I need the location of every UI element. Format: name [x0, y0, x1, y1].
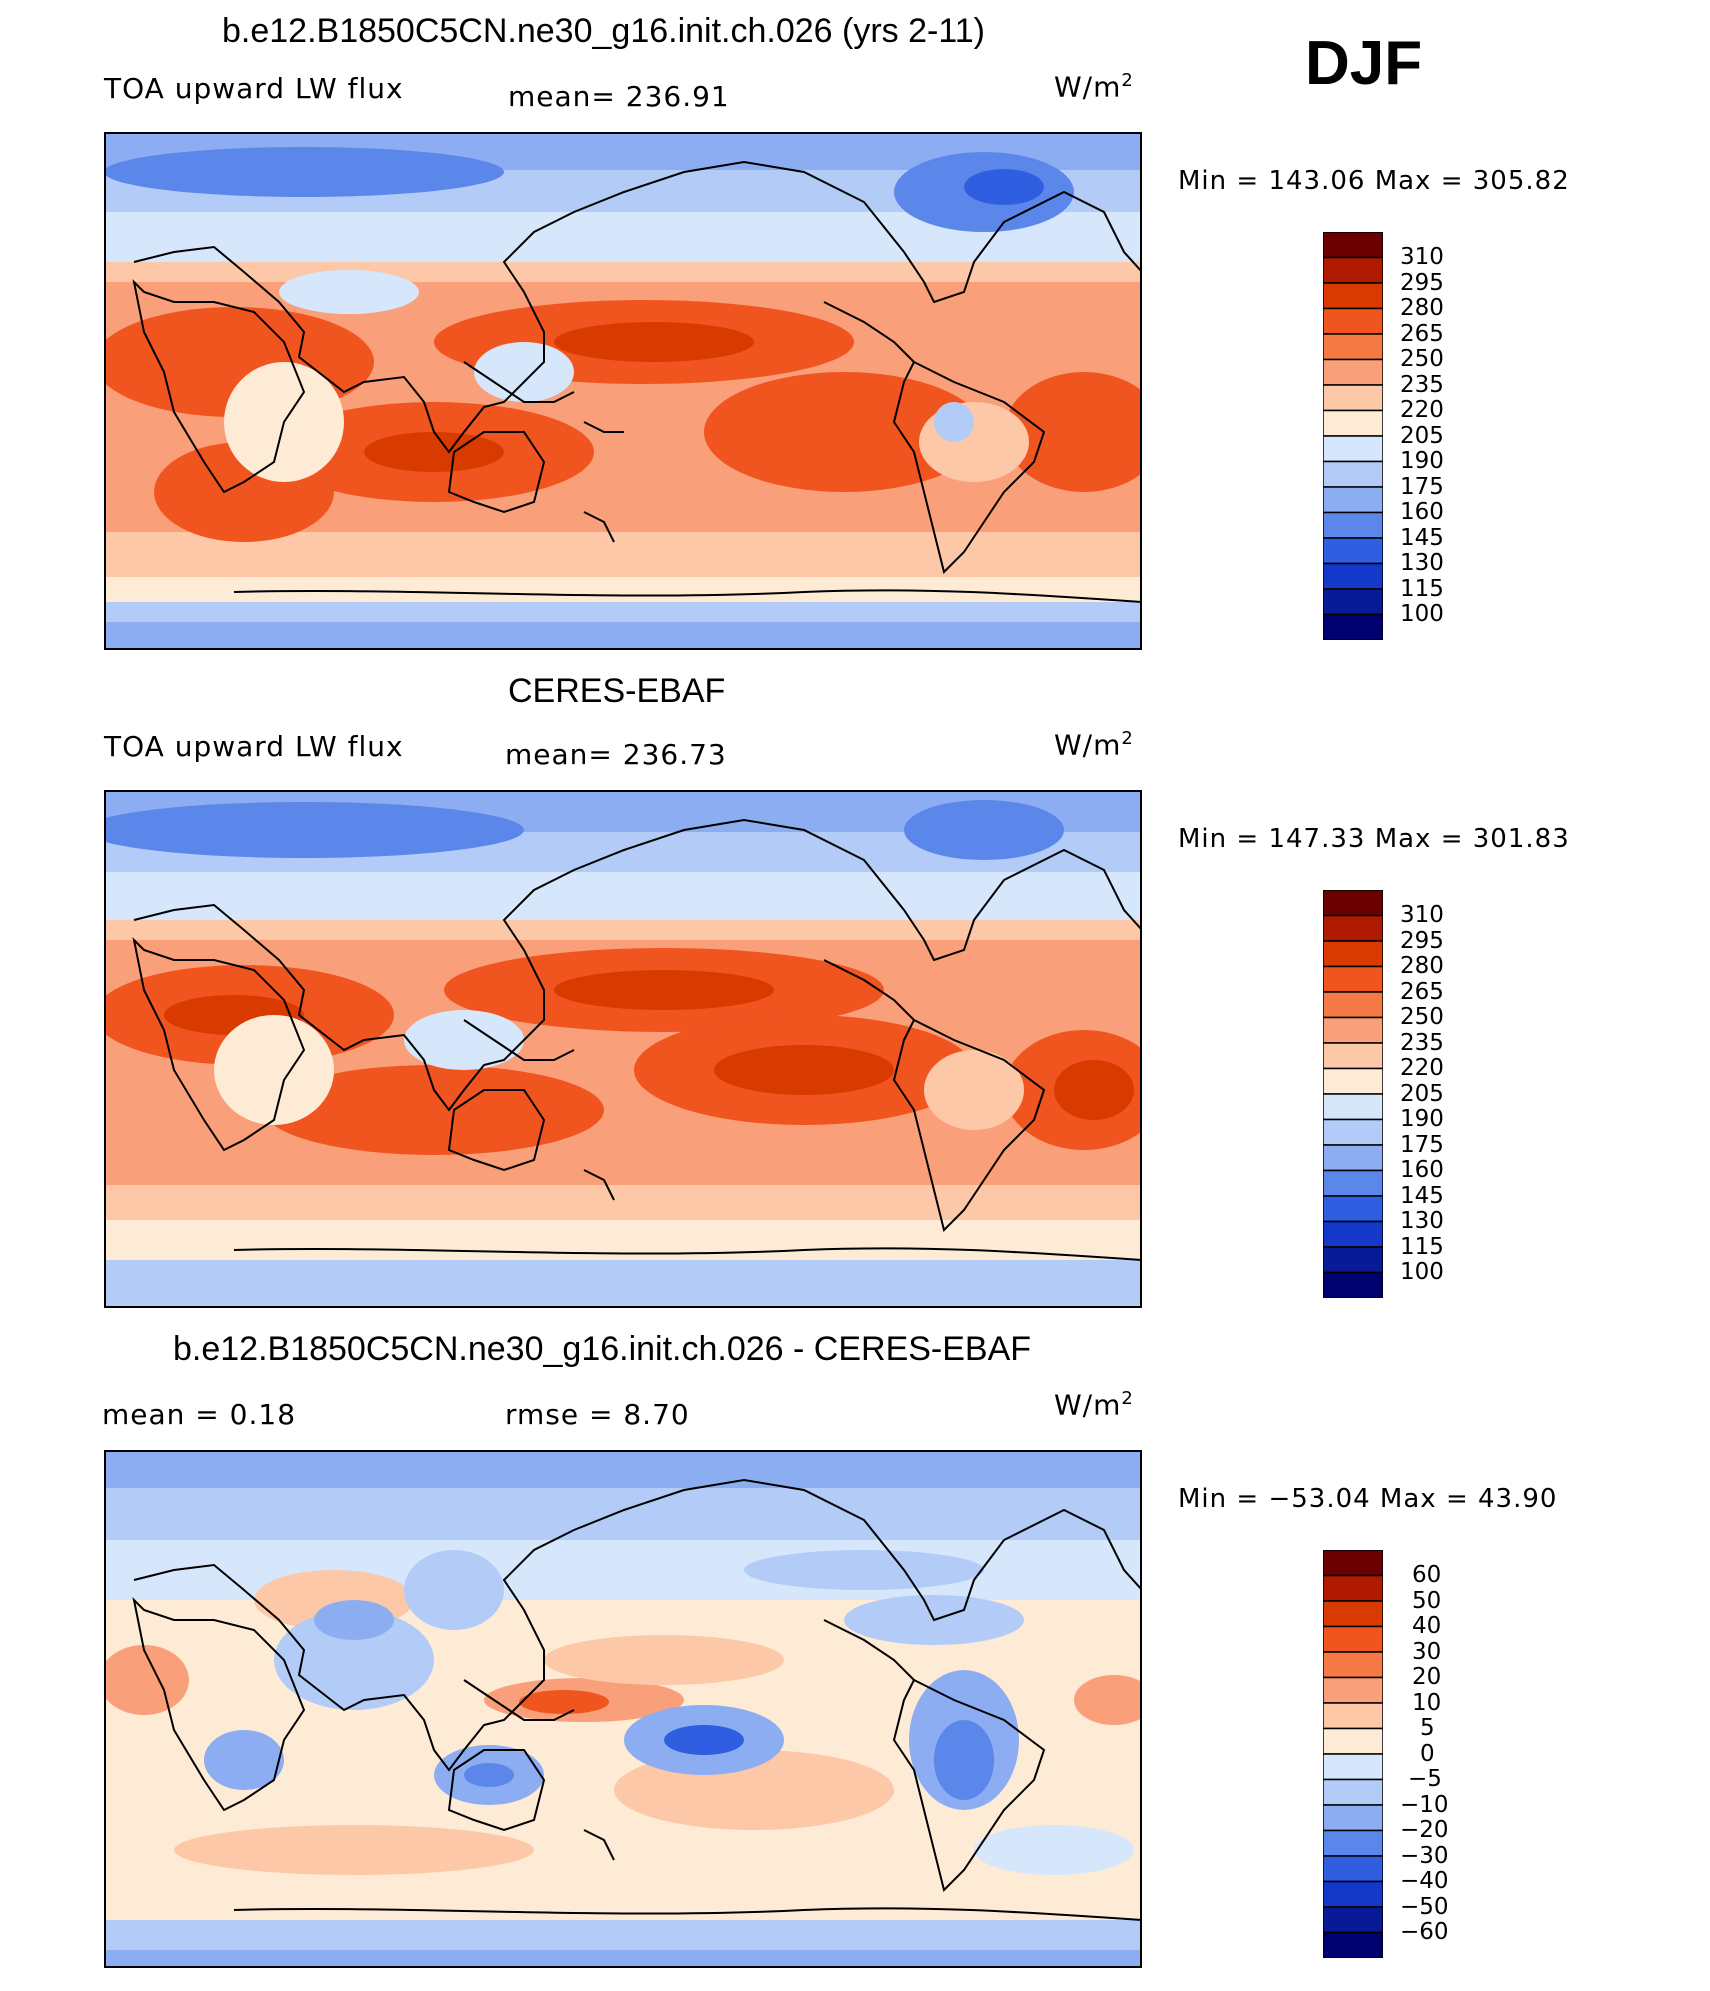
panel2-cbar-label: 250: [1400, 1004, 1444, 1030]
panel1-cbar-label: 160: [1400, 499, 1444, 525]
panel3-cbar-label: −5: [1408, 1766, 1442, 1792]
panel1-map: [104, 132, 1142, 650]
panel2-units: W/m2: [1054, 728, 1134, 762]
panel1-cbar-label: 130: [1400, 550, 1444, 576]
panel2-cbar-label: 160: [1400, 1157, 1444, 1183]
panel1-cbar-label: 310: [1400, 244, 1444, 270]
panel3-mean: mean = 0.18: [102, 1398, 297, 1431]
panel3-cbar-label: 30: [1412, 1639, 1442, 1665]
panel2-cbar-label: 115: [1400, 1234, 1444, 1260]
panel2-cbar-label: 280: [1400, 953, 1444, 979]
panel1-mean: mean= 236.91: [508, 80, 730, 113]
panel3-map: [104, 1450, 1142, 1968]
panel3-cbar-label: 10: [1412, 1690, 1442, 1716]
panel3-cbar-label: 5: [1420, 1715, 1435, 1741]
panel1-cbar-label: 235: [1400, 372, 1444, 398]
panel2-cbar-label: 235: [1400, 1030, 1444, 1056]
panel2-cbar-label: 205: [1400, 1081, 1444, 1107]
panel1-minmax: Min = 143.06 Max = 305.82: [1178, 166, 1570, 196]
panel3-cbar-label: 50: [1412, 1588, 1442, 1614]
panel1-variable: TOA upward LW flux: [104, 72, 404, 105]
panel1-cbar-label: 250: [1400, 346, 1444, 372]
panel3-cbar-label: 40: [1412, 1613, 1442, 1639]
panel2-minmax: Min = 147.33 Max = 301.83: [1178, 824, 1570, 854]
panel3-cbar-label: −20: [1400, 1817, 1449, 1843]
panel1-cbar-label: 265: [1400, 321, 1444, 347]
panel2-title: CERES-EBAF: [508, 672, 726, 710]
panel3-cbar-label: −30: [1400, 1843, 1449, 1869]
panel2-cbar-label: 265: [1400, 979, 1444, 1005]
panel2-colorbar: [1323, 890, 1383, 1298]
panel3-cbar-label: −40: [1400, 1868, 1449, 1894]
panel1-colorbar: [1323, 232, 1383, 640]
panel1-cbar-label: 220: [1400, 397, 1444, 423]
panel2-cbar-label: 175: [1400, 1132, 1444, 1158]
panel2-cbar-label: 310: [1400, 902, 1444, 928]
panel3-cbar-label: 0: [1420, 1741, 1435, 1767]
panel3-cbar-label: 60: [1412, 1562, 1442, 1588]
panel3-cbar-label: −10: [1400, 1792, 1449, 1818]
panel2-cbar-label: 130: [1400, 1208, 1444, 1234]
panel1-cbar-label: 190: [1400, 448, 1444, 474]
panel3-colorbar: [1323, 1550, 1383, 1958]
panel2-cbar-label: 220: [1400, 1055, 1444, 1081]
panel1-cbar-label: 280: [1400, 295, 1444, 321]
panel1-cbar-label: 295: [1400, 270, 1444, 296]
panel2-cbar-label: 190: [1400, 1106, 1444, 1132]
panel1-units: W/m2: [1054, 70, 1134, 104]
panel1-cbar-label: 205: [1400, 423, 1444, 449]
panel1-cbar-label: 145: [1400, 525, 1444, 551]
panel2-map: [104, 790, 1142, 1308]
panel3-title: b.e12.B1850C5CN.ne30_g16.init.ch.026 - C…: [173, 1330, 1032, 1368]
panel1-title: b.e12.B1850C5CN.ne30_g16.init.ch.026 (yr…: [222, 12, 985, 50]
panel2-variable: TOA upward LW flux: [104, 730, 404, 763]
panel2-cbar-label: 145: [1400, 1183, 1444, 1209]
panel3-units: W/m2: [1054, 1388, 1134, 1422]
panel1-cbar-label: 100: [1400, 601, 1444, 627]
panel3-cbar-label: −50: [1400, 1894, 1449, 1920]
panel1-cbar-label: 115: [1400, 576, 1444, 602]
panel3-cbar-label: 20: [1412, 1664, 1442, 1690]
panel2-cbar-label: 100: [1400, 1259, 1444, 1285]
panel2-cbar-label: 295: [1400, 928, 1444, 954]
panel2-mean: mean= 236.73: [505, 738, 727, 771]
panel3-minmax: Min = −53.04 Max = 43.90: [1178, 1484, 1558, 1514]
season-label: DJF: [1305, 29, 1423, 98]
panel3-cbar-label: −60: [1400, 1919, 1449, 1945]
panel1-cbar-label: 175: [1400, 474, 1444, 500]
panel3-rmse: rmse = 8.70: [505, 1398, 690, 1431]
